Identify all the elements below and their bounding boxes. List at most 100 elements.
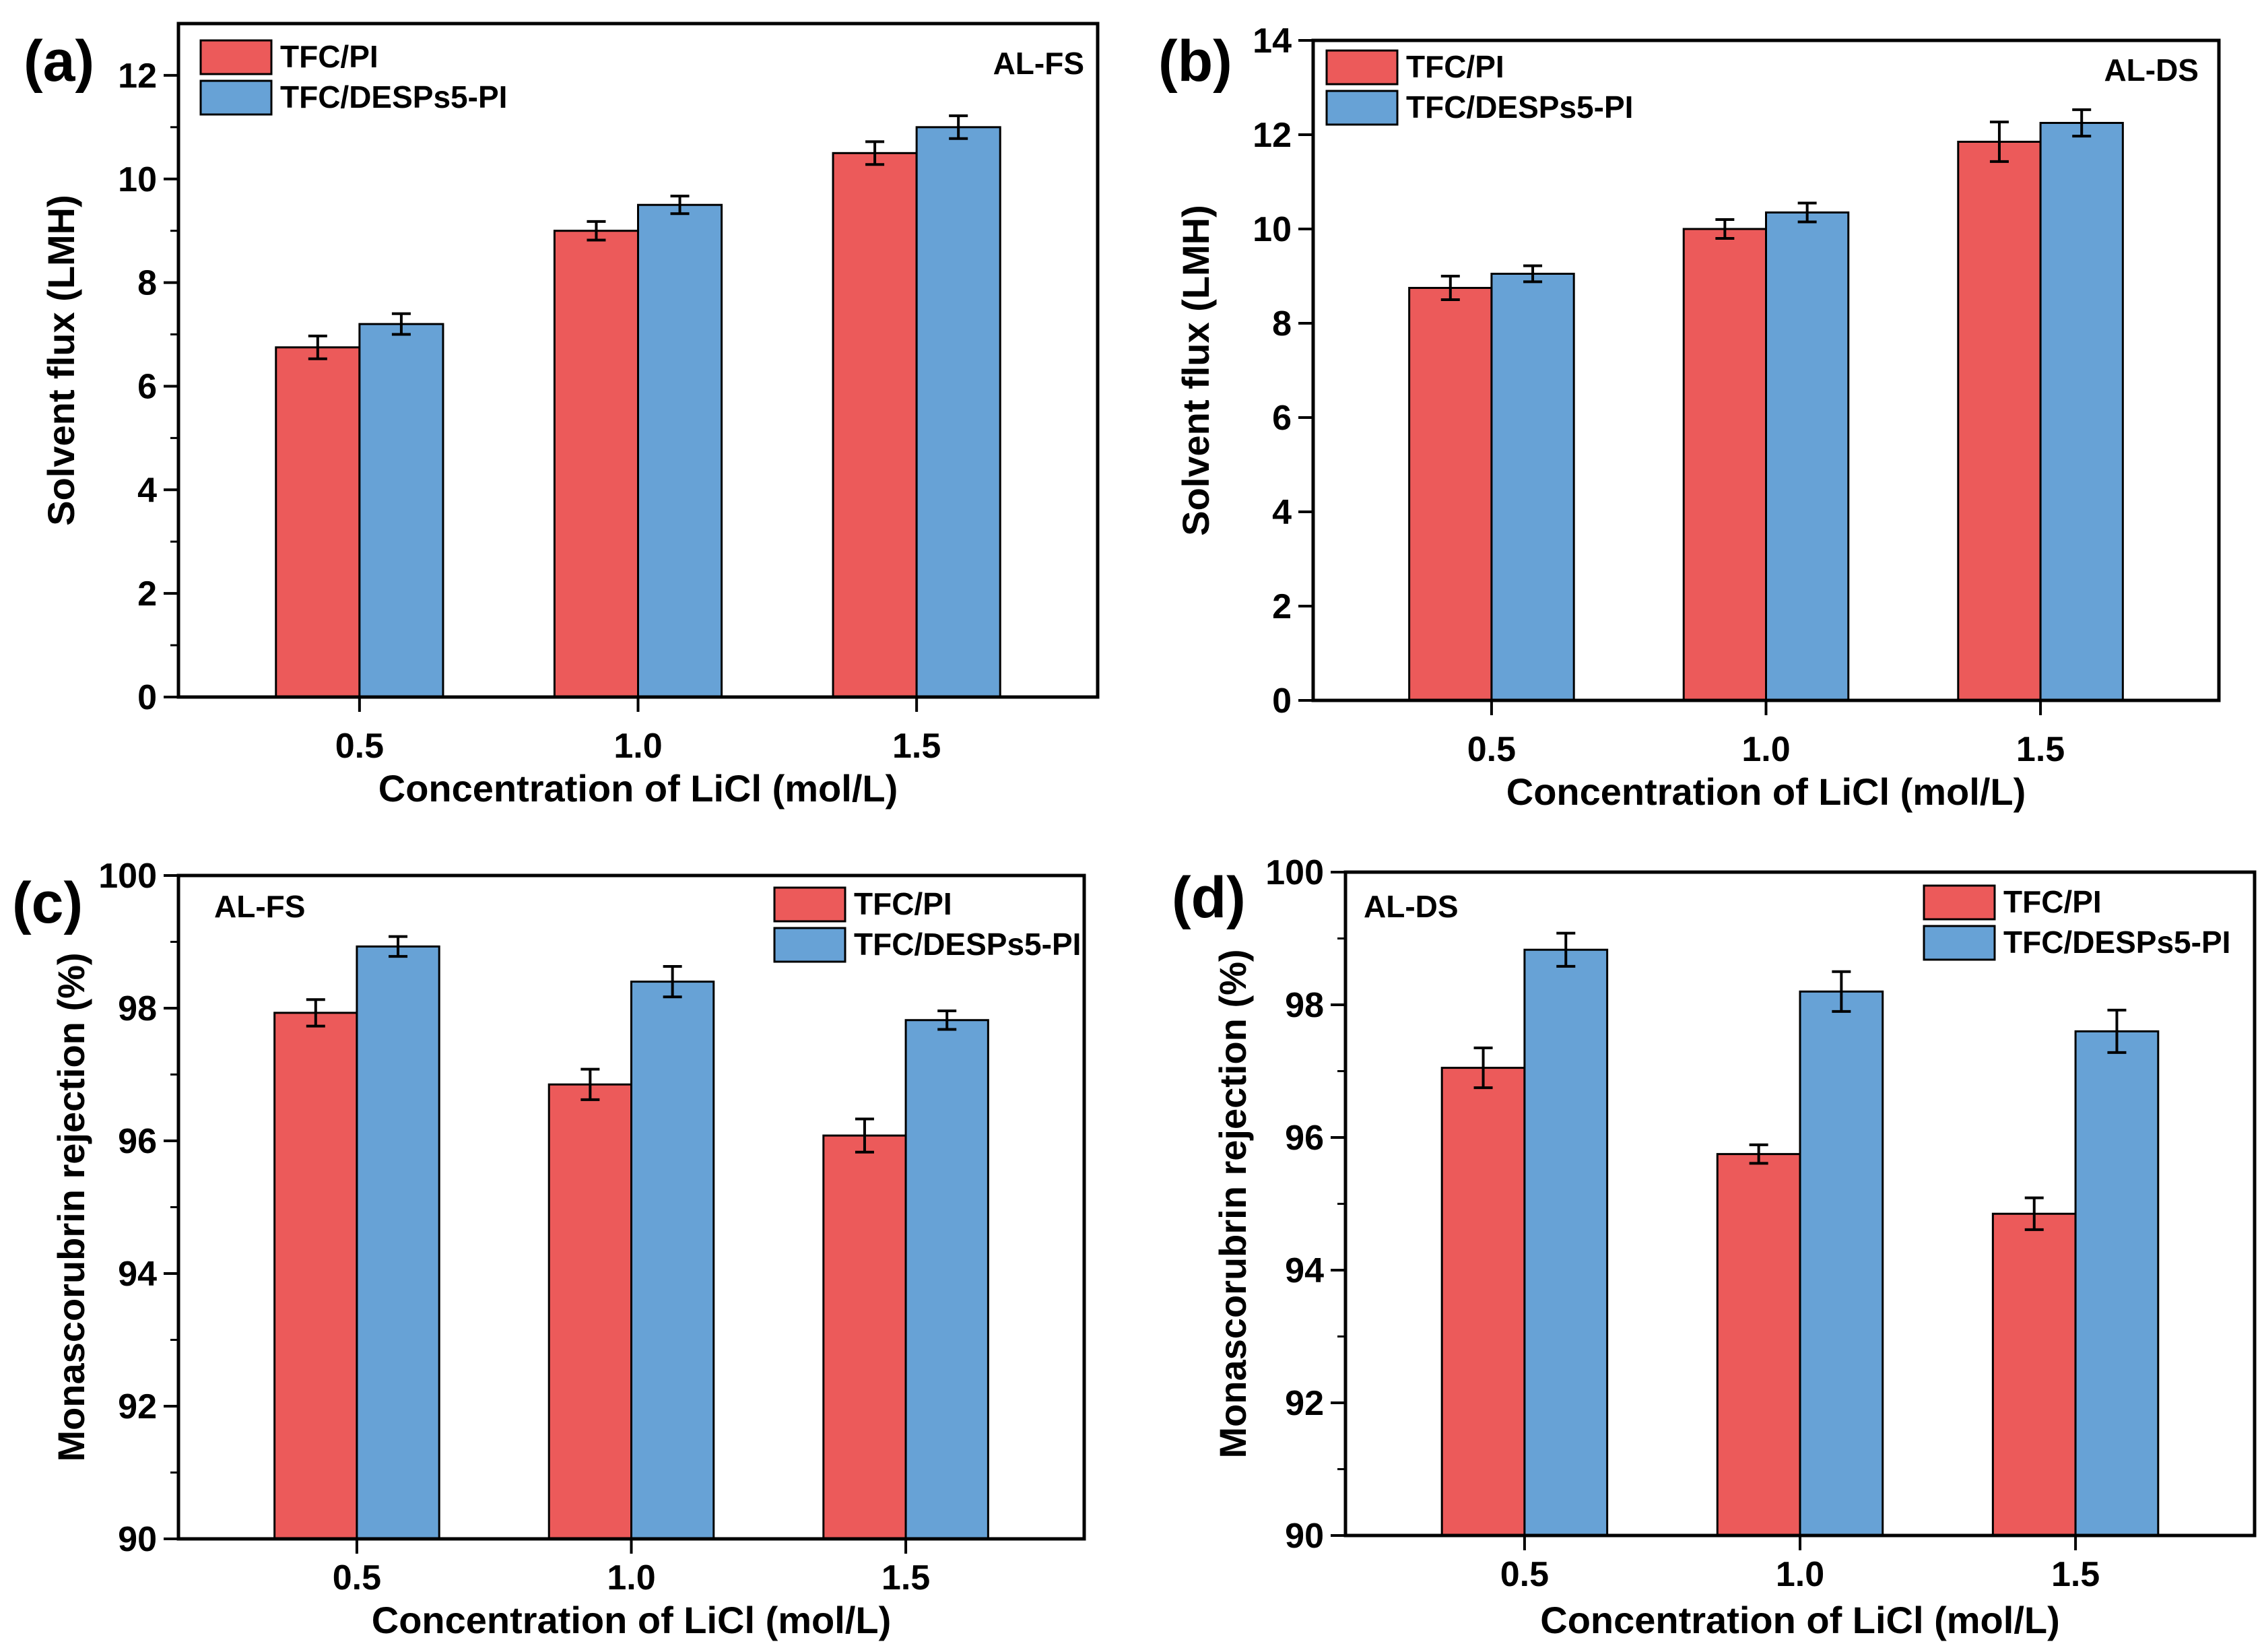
x-tick-label: 0.5 xyxy=(1467,730,1516,769)
legend-swatch xyxy=(773,927,846,963)
bar xyxy=(832,152,918,698)
chart-panel-b: 0.5 1.0 1.5 0 2 4 6 8 10 12 14 Concentration of LiC… xyxy=(1158,22,2221,813)
x-tick-label: 1.0 xyxy=(613,727,662,766)
y-tick-label: 4 xyxy=(137,471,157,510)
bar xyxy=(1799,990,1884,1537)
legend-swatch xyxy=(1923,884,1996,921)
panel-label: (c) xyxy=(12,871,83,935)
y-axis-label: Monascorubrin rejection (%) xyxy=(1211,949,1254,1458)
y-tick-label: 98 xyxy=(118,989,157,1028)
legend: TFC/PI TFC/DESPs5-PI xyxy=(1325,49,1633,126)
condition-label: AL-FS xyxy=(214,889,305,924)
bar xyxy=(1490,273,1575,702)
y-tick-label: 90 xyxy=(1285,1517,1324,1556)
legend-swatch xyxy=(199,79,273,116)
bar xyxy=(904,1019,989,1540)
condition-label: AL-DS xyxy=(2104,53,2199,88)
y-tick-label: 96 xyxy=(118,1122,157,1161)
bar xyxy=(553,230,640,698)
y-tick-label: 8 xyxy=(137,264,157,303)
x-tick-label: 1.5 xyxy=(2016,730,2065,769)
y-axis-label: Solvent flux (LMH) xyxy=(1174,205,1217,536)
condition-label: AL-FS xyxy=(993,46,1084,81)
y-tick-label: 92 xyxy=(118,1387,157,1426)
y-tick-label: 98 xyxy=(1285,986,1324,1025)
bar xyxy=(630,981,715,1540)
legend-label: TFC/PI xyxy=(854,886,952,921)
panel-label: (d) xyxy=(1172,865,1246,930)
y-tick-label: 96 xyxy=(1285,1119,1324,1158)
bar xyxy=(822,1134,907,1540)
y-tick-label: 92 xyxy=(1285,1384,1324,1423)
chart-panel-a: 0.5 1.0 1.5 0 2 4 6 8 10 12 Concentration of LiCl … xyxy=(24,22,1100,810)
condition-label: AL-DS xyxy=(1364,889,1459,924)
bar xyxy=(275,346,361,698)
x-tick-label: 0.5 xyxy=(335,727,384,766)
legend-swatch xyxy=(1325,90,1399,126)
y-tick-label: 100 xyxy=(1265,853,1324,892)
y-tick-label: 100 xyxy=(98,857,157,896)
x-axis-label: Concentration of LiCl (mol/L) xyxy=(378,767,898,810)
y-tick-label: 2 xyxy=(1272,587,1292,626)
bar xyxy=(637,203,723,698)
panel-label: (b) xyxy=(1158,29,1232,94)
legend-label: TFC/DESPs5-PI xyxy=(280,79,507,114)
bar xyxy=(1682,228,1768,702)
x-tick-label: 1.5 xyxy=(2051,1555,2100,1594)
legend-label: TFC/PI xyxy=(1406,49,1504,84)
x-tick-label: 0.5 xyxy=(1500,1555,1549,1594)
y-tick-label: 6 xyxy=(1272,399,1292,438)
bar xyxy=(1523,948,1609,1537)
x-tick-label: 1.5 xyxy=(881,1558,930,1597)
y-axis-label: Monascorubrin rejection (%) xyxy=(50,952,92,1461)
y-tick-label: 6 xyxy=(137,367,157,406)
bar xyxy=(1991,1212,2077,1537)
bar xyxy=(1765,211,1850,702)
legend-swatch xyxy=(1325,49,1399,86)
legend: TFC/PI TFC/DESPs5-PI xyxy=(1923,884,2230,961)
y-tick-label: 8 xyxy=(1272,304,1292,343)
chart-panel-d: 0.5 1.0 1.5 90 92 94 96 98 100 Concentration of L… xyxy=(1172,853,2257,1641)
bar xyxy=(273,1012,358,1540)
y-tick-label: 4 xyxy=(1272,493,1292,532)
bar xyxy=(356,945,440,1540)
bar xyxy=(1440,1067,1526,1537)
plot-frame xyxy=(176,22,1100,699)
legend-label: TFC/PI xyxy=(280,39,378,74)
chart-panel-c: 0.5 1.0 1.5 90 92 94 96 98 100 Concentration of L… xyxy=(12,857,1086,1641)
bar xyxy=(1716,1153,1801,1537)
legend-swatch xyxy=(199,39,273,75)
y-tick-label: 0 xyxy=(137,678,157,717)
bar xyxy=(2039,122,2124,702)
legend: TFC/PI TFC/DESPs5-PI xyxy=(773,886,1081,963)
y-tick-label: 94 xyxy=(1285,1251,1324,1290)
legend-swatch xyxy=(1923,925,1996,961)
y-tick-label: 0 xyxy=(1272,682,1292,721)
x-axis-label: Concentration of LiCl (mol/L) xyxy=(1540,1599,2059,1641)
bar xyxy=(1408,287,1493,702)
y-tick-label: 12 xyxy=(1253,116,1292,155)
y-tick-label: 12 xyxy=(118,57,157,96)
y-tick-label: 14 xyxy=(1253,22,1292,61)
y-tick-label: 10 xyxy=(1253,210,1292,249)
x-axis-label: Concentration of LiCl (mol/L) xyxy=(1506,770,2026,813)
x-tick-label: 1.0 xyxy=(607,1558,655,1597)
x-tick-label: 1.0 xyxy=(1741,730,1790,769)
legend-label: TFC/PI xyxy=(2003,884,2102,919)
plot-frame xyxy=(1311,38,2221,702)
y-tick-label: 90 xyxy=(118,1520,157,1559)
bar xyxy=(2074,1030,2160,1537)
bar xyxy=(915,126,1001,698)
legend-label: TFC/DESPs5-PI xyxy=(854,927,1081,962)
y-axis-label: Solvent flux (LMH) xyxy=(40,195,82,526)
x-tick-label: 1.5 xyxy=(892,727,941,766)
bar xyxy=(1957,141,2042,702)
y-tick-label: 10 xyxy=(118,160,157,199)
y-tick-label: 94 xyxy=(118,1255,157,1294)
bar xyxy=(547,1083,633,1540)
legend-swatch xyxy=(773,886,846,923)
y-tick-label: 2 xyxy=(137,574,157,614)
panel-label: (a) xyxy=(24,29,94,94)
legend-label: TFC/DESPs5-PI xyxy=(2003,925,2230,960)
bar xyxy=(358,323,444,698)
